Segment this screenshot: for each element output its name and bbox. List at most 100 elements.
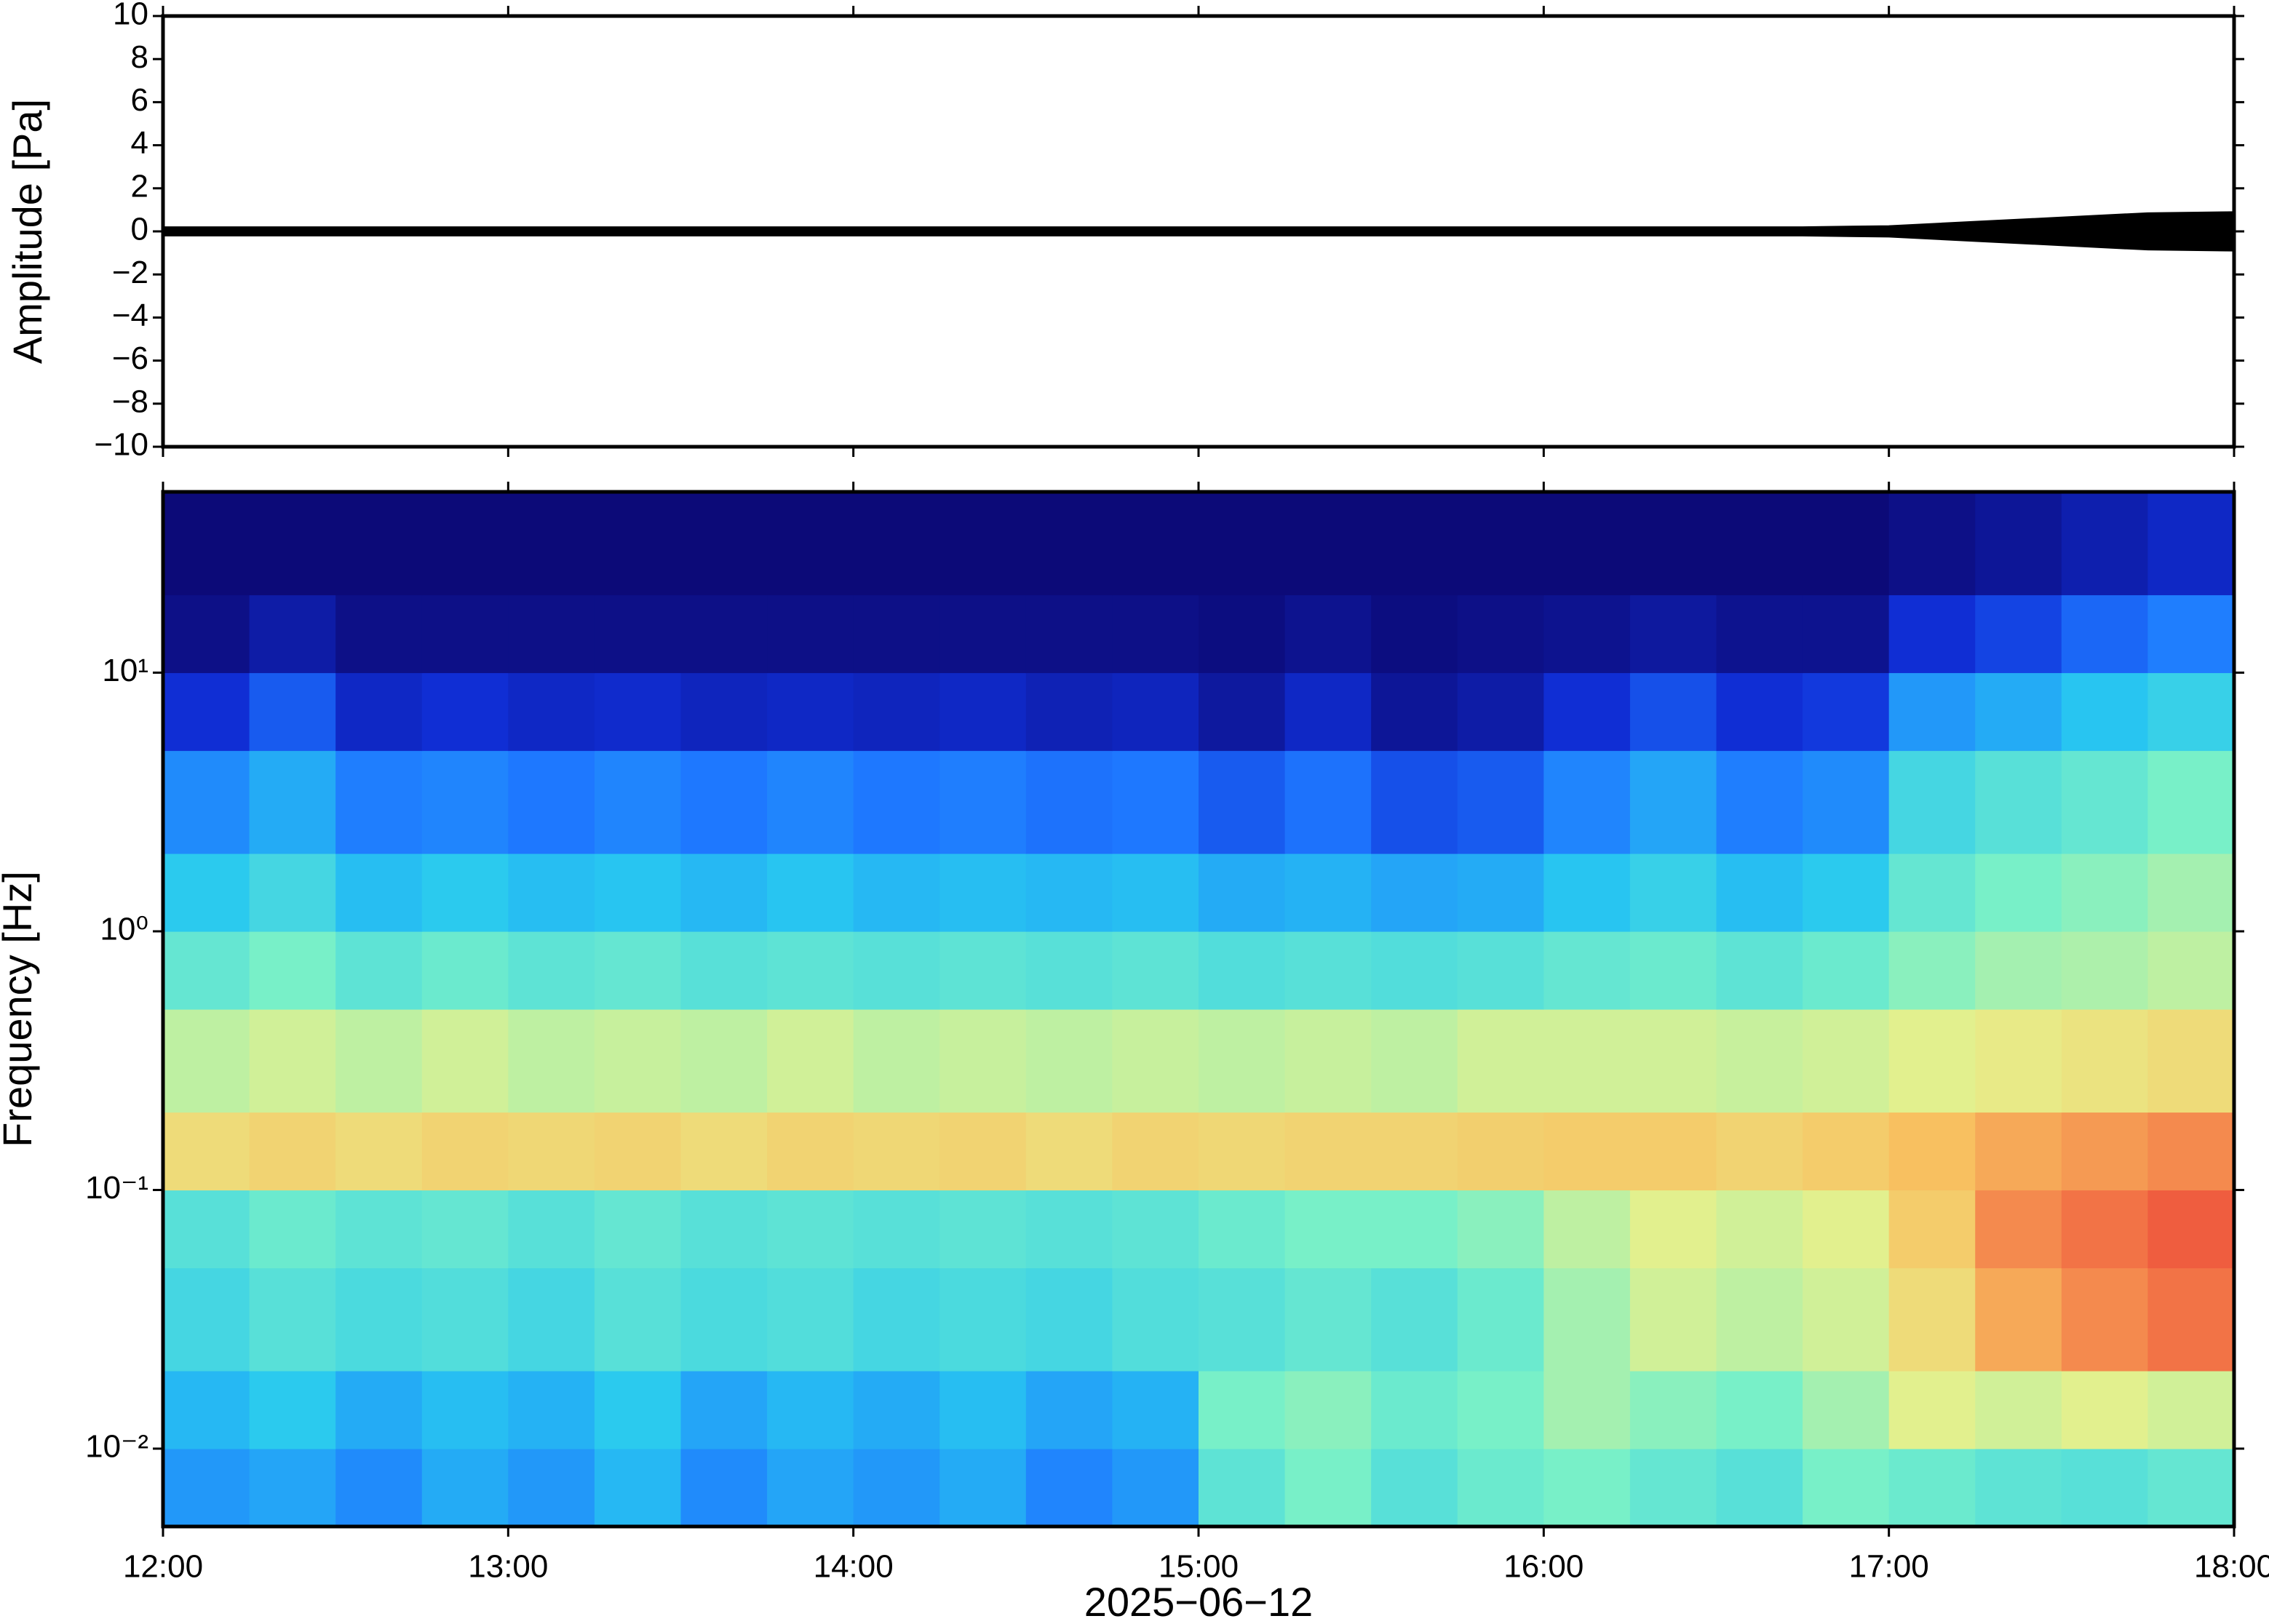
heatmap-cell bbox=[1888, 1009, 1976, 1113]
heatmap-cell bbox=[1457, 853, 1544, 932]
waveform-envelope bbox=[162, 211, 2235, 232]
heatmap-cell bbox=[1112, 1112, 1199, 1191]
heatmap-cell bbox=[335, 1112, 423, 1191]
heatmap-cell bbox=[1975, 1267, 2062, 1372]
heatmap-cell bbox=[939, 1112, 1027, 1191]
heatmap-cell bbox=[939, 672, 1027, 752]
heatmap-cell bbox=[335, 1370, 423, 1449]
heatmap-cell bbox=[594, 750, 682, 854]
heatmap-cell bbox=[1716, 672, 1803, 752]
heatmap-cell bbox=[2147, 1009, 2235, 1113]
heatmap-cell bbox=[2061, 1267, 2149, 1372]
heatmap-cell bbox=[1888, 672, 1976, 752]
heatmap-cell bbox=[249, 1370, 336, 1449]
heatmap-cell bbox=[1629, 492, 1717, 596]
heatmap-cell bbox=[1716, 931, 1803, 1010]
heatmap-cell bbox=[2061, 672, 2149, 752]
heatmap-cell bbox=[1199, 1112, 1286, 1191]
y-tick-label: −4 bbox=[112, 298, 148, 333]
heatmap-cell bbox=[1284, 931, 1372, 1010]
heatmap-cell bbox=[249, 853, 336, 932]
heatmap-cell bbox=[1457, 931, 1544, 1010]
heatmap-cell bbox=[1975, 672, 2062, 752]
heatmap-cell bbox=[680, 750, 768, 854]
heatmap-cell bbox=[249, 1190, 336, 1269]
heatmap-cell bbox=[1543, 594, 1631, 674]
heatmap-cell bbox=[767, 1112, 854, 1191]
heatmap-cell bbox=[1888, 1448, 1976, 1527]
heatmap-cell bbox=[421, 1009, 509, 1113]
heatmap-cell bbox=[421, 1448, 509, 1527]
heatmap-cell bbox=[1025, 492, 1113, 596]
y-tick-label: 0 bbox=[131, 212, 148, 247]
heatmap-cell bbox=[1629, 1009, 1717, 1113]
heatmap-cell bbox=[335, 1448, 423, 1527]
heatmap-cell bbox=[939, 1190, 1027, 1269]
heatmap-cell bbox=[1199, 594, 1286, 674]
heatmap-cell bbox=[163, 672, 250, 752]
heatmap-cell bbox=[1629, 853, 1717, 932]
heatmap-cell bbox=[2061, 931, 2149, 1010]
y-tick-label: −2 bbox=[112, 255, 148, 290]
heatmap-cell bbox=[594, 1112, 682, 1191]
heatmap-cell bbox=[508, 1448, 595, 1527]
heatmap-cell bbox=[680, 1448, 768, 1527]
heatmap-cell bbox=[1457, 750, 1544, 854]
heatmap-cell bbox=[1975, 594, 2062, 674]
heatmap-cell bbox=[680, 1112, 768, 1191]
x-tick-label: 13:00 bbox=[468, 1549, 548, 1585]
heatmap-cell bbox=[2061, 1009, 2149, 1113]
heatmap-cell bbox=[767, 1009, 854, 1113]
heatmap-cell bbox=[249, 1112, 336, 1191]
heatmap-cell bbox=[1112, 1448, 1199, 1527]
heatmap-cell bbox=[594, 492, 682, 596]
heatmap-cell bbox=[767, 853, 854, 932]
heatmap-cell bbox=[853, 672, 940, 752]
heatmap-cell bbox=[1803, 1112, 1890, 1191]
heatmap-cell bbox=[163, 1009, 250, 1113]
heatmap-cell bbox=[421, 492, 509, 596]
heatmap-cell bbox=[335, 1267, 423, 1372]
heatmap-cell bbox=[1543, 1267, 1631, 1372]
heatmap-cell bbox=[508, 750, 595, 854]
heatmap-cell bbox=[680, 1370, 768, 1449]
heatmap-cell bbox=[1284, 1190, 1372, 1269]
y-tick-label: −8 bbox=[112, 383, 148, 419]
heatmap-cell bbox=[1199, 672, 1286, 752]
heatmap-cell bbox=[594, 1009, 682, 1113]
x-tick-label: 17:00 bbox=[1849, 1549, 1929, 1585]
heatmap-cell bbox=[1803, 672, 1890, 752]
heatmap-cell bbox=[2147, 492, 2235, 596]
heatmap-cell bbox=[1457, 594, 1544, 674]
heatmap-cell bbox=[1371, 1190, 1458, 1269]
heatmap-cell bbox=[2147, 1370, 2235, 1449]
heatmap-cell bbox=[1543, 1190, 1631, 1269]
heatmap-cell bbox=[1371, 1448, 1458, 1527]
heatmap-cell bbox=[2061, 750, 2149, 854]
heatmap-cell bbox=[421, 931, 509, 1010]
heatmap-cell bbox=[1888, 1370, 1976, 1449]
heatmap-cell bbox=[163, 931, 250, 1010]
heatmap-cell bbox=[508, 1267, 595, 1372]
y-tick-label: −6 bbox=[112, 341, 148, 376]
y-tick-label: 10⁰ bbox=[100, 912, 148, 947]
heatmap-cell bbox=[163, 853, 250, 932]
heatmap-cell bbox=[1025, 1370, 1113, 1449]
heatmap-cell bbox=[2061, 1112, 2149, 1191]
heatmap-cell bbox=[1716, 1448, 1803, 1527]
heatmap-cell bbox=[1457, 1267, 1544, 1372]
heatmap-cell bbox=[2147, 1267, 2235, 1372]
heatmap-cell bbox=[680, 492, 768, 596]
heatmap-cell bbox=[2061, 853, 2149, 932]
heatmap-cell bbox=[1112, 492, 1199, 596]
heatmap-cell bbox=[939, 594, 1027, 674]
heatmap-cell bbox=[163, 750, 250, 854]
heatmap-cell bbox=[335, 1190, 423, 1269]
y-tick-label: 2 bbox=[131, 168, 148, 204]
heatmap-cell bbox=[594, 1190, 682, 1269]
heatmap-cell bbox=[1543, 750, 1631, 854]
heatmap-cell bbox=[1803, 750, 1890, 854]
heatmap-cell bbox=[1457, 492, 1544, 596]
heatmap-cell bbox=[1371, 853, 1458, 932]
